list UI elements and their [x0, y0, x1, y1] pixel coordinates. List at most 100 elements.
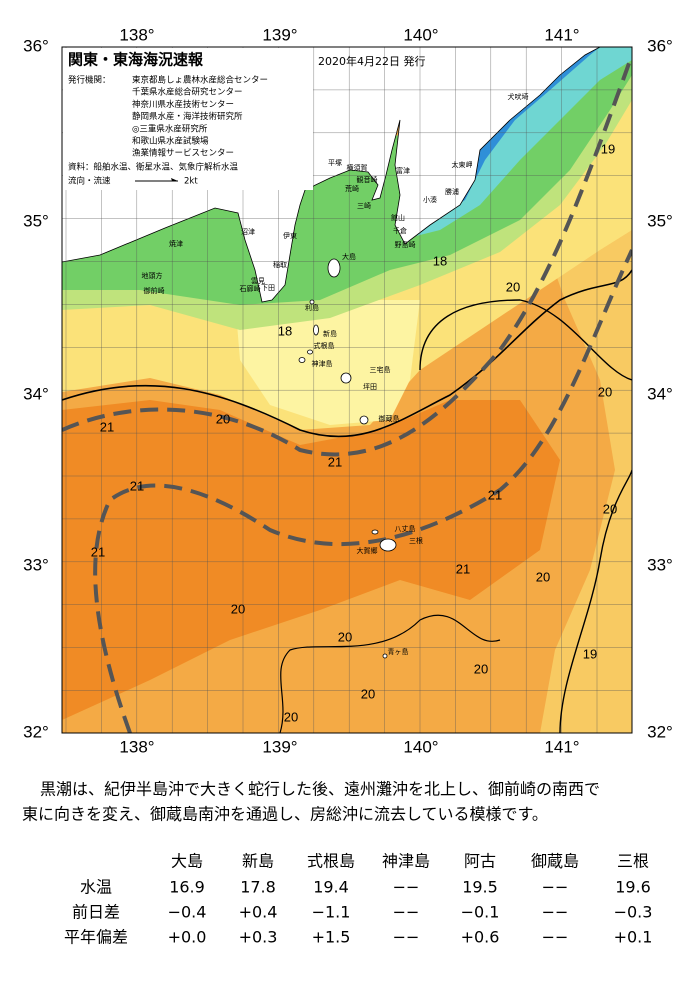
column-header: 神津島: [382, 852, 430, 871]
cell: −0.4: [168, 903, 207, 922]
contour-label: 20: [216, 411, 230, 426]
cell: −−: [542, 928, 569, 947]
islands: [298, 258, 397, 659]
cell: 16.9: [169, 878, 205, 897]
place-label: 八丈島: [395, 524, 416, 533]
place-label: 神津島: [312, 359, 333, 368]
island: [309, 299, 315, 305]
contour-label: 18: [433, 253, 447, 268]
lon-label: 139°: [262, 25, 297, 44]
place-label: 大島: [342, 252, 356, 261]
lon-label: 139°: [262, 737, 297, 756]
cell: −−: [393, 928, 420, 947]
lon-label: 138°: [119, 737, 154, 756]
contour-label: 20: [361, 686, 375, 701]
cell: +0.0: [168, 928, 207, 947]
island: [307, 349, 313, 355]
sea-cyan: [400, 47, 632, 240]
place-label: 太東岬: [452, 160, 473, 169]
lat-label: 34°: [23, 384, 49, 403]
contour-label: 20: [231, 601, 245, 616]
cell: 17.8: [240, 878, 276, 897]
place-label: 三崎: [357, 201, 371, 210]
island: [313, 324, 319, 336]
cell: 19.6: [615, 878, 651, 897]
lat-label: 34°: [647, 384, 673, 403]
cell: 19.5: [462, 878, 498, 897]
contour-labels: 19 18 20 18 20 21 20 21 21 21 20 21 21 20 20 20 19 20 20 20: [91, 141, 617, 724]
issuer: 静岡県水産・海洋技術研究所: [132, 111, 243, 122]
issuer: 漁業情報サービスセンター: [132, 148, 234, 159]
title: 関東・東海海況速報: [68, 51, 204, 69]
contour-label: 21: [100, 419, 114, 434]
place-label: 三根: [409, 536, 423, 545]
place-label: 横須賀: [347, 163, 368, 172]
cell: −0.3: [614, 903, 653, 922]
contour-label: 20: [338, 629, 352, 644]
lat-label: 35°: [23, 211, 49, 230]
description: 黒潮は、紀伊半島沖で大きく蛇行した後、遠州灘沖を北上し、御前崎の南西で: [40, 780, 600, 799]
cell: −0.1: [461, 903, 500, 922]
island: [382, 653, 388, 659]
contour-label: 18: [278, 323, 292, 338]
contour-20-east: [419, 299, 632, 381]
contour-label: 21: [456, 561, 470, 576]
place-label: 石廊崎: [240, 284, 261, 293]
cell: −−: [542, 878, 569, 897]
place-label: 館山: [391, 213, 405, 222]
column-header: 新島: [242, 852, 274, 871]
lat-label: 36°: [23, 36, 49, 55]
contour-label: 21: [130, 478, 144, 493]
lon-label: 140°: [403, 25, 438, 44]
contour-20-sw: [279, 614, 501, 733]
place-label: 小湊: [423, 195, 437, 204]
lon-label: 140°: [403, 737, 438, 756]
place-label: 観音崎: [357, 175, 378, 184]
island: [327, 258, 341, 278]
issuer: 千葉県水産総合研究センター: [132, 87, 243, 98]
issuer: 神奈川県水産技術センター: [132, 99, 234, 110]
place-label: 平塚: [328, 158, 342, 167]
contour-label: 21: [91, 544, 105, 559]
contour-label: 20: [536, 569, 550, 584]
cell: +0.1: [614, 928, 653, 947]
cell: −−: [393, 903, 420, 922]
place-label: 稲取: [273, 260, 287, 269]
place-label: 沼津: [241, 227, 255, 236]
place-label: 式根島: [314, 341, 335, 350]
island: [298, 357, 306, 363]
lat-label: 33°: [23, 555, 49, 574]
cell: 19.4: [313, 878, 349, 897]
lat-label: 32°: [23, 722, 49, 741]
place-label: 富津: [396, 166, 410, 175]
issuer-label: 発行機関：: [68, 75, 111, 86]
cell: −−: [542, 903, 569, 922]
place-label: 新島: [323, 329, 337, 338]
place-label: 勝浦: [445, 187, 459, 196]
cell: +0.3: [239, 928, 278, 947]
sources: 資料：船舶水温、衛星水温、気象庁解析水温: [68, 162, 239, 173]
description: 東に向きを変え、御蔵島南沖を通過し、房総沖に流去している模様です。: [22, 805, 548, 824]
contour-label: 19: [601, 141, 615, 156]
place-label: 大賀郷: [357, 546, 378, 555]
island: [371, 529, 379, 535]
lat-label: 36°: [647, 36, 673, 55]
contour-label: 21: [328, 454, 342, 469]
place-label: 下田: [261, 284, 275, 292]
header-box: [63, 48, 313, 190]
place-label: 犬吠埼: [508, 92, 529, 101]
lon-label: 141°: [544, 737, 579, 756]
cell: −1.1: [312, 903, 351, 922]
place-label: 雲見: [251, 277, 265, 285]
lon-label: 138°: [119, 25, 154, 44]
issuers: 東京都島しょ農林水産総合センター千葉県水産総合研究センター神奈川県水産技術センタ…: [132, 75, 268, 159]
contour-label: 20: [506, 279, 520, 294]
issuer: 東京都島しょ農林水産総合センター: [132, 75, 268, 86]
column-header: 大島: [171, 852, 203, 871]
place-label: 伊東: [283, 231, 297, 240]
place-label: 坪田: [363, 383, 377, 391]
legend-arrowhead: [171, 178, 178, 181]
island: [340, 372, 352, 384]
